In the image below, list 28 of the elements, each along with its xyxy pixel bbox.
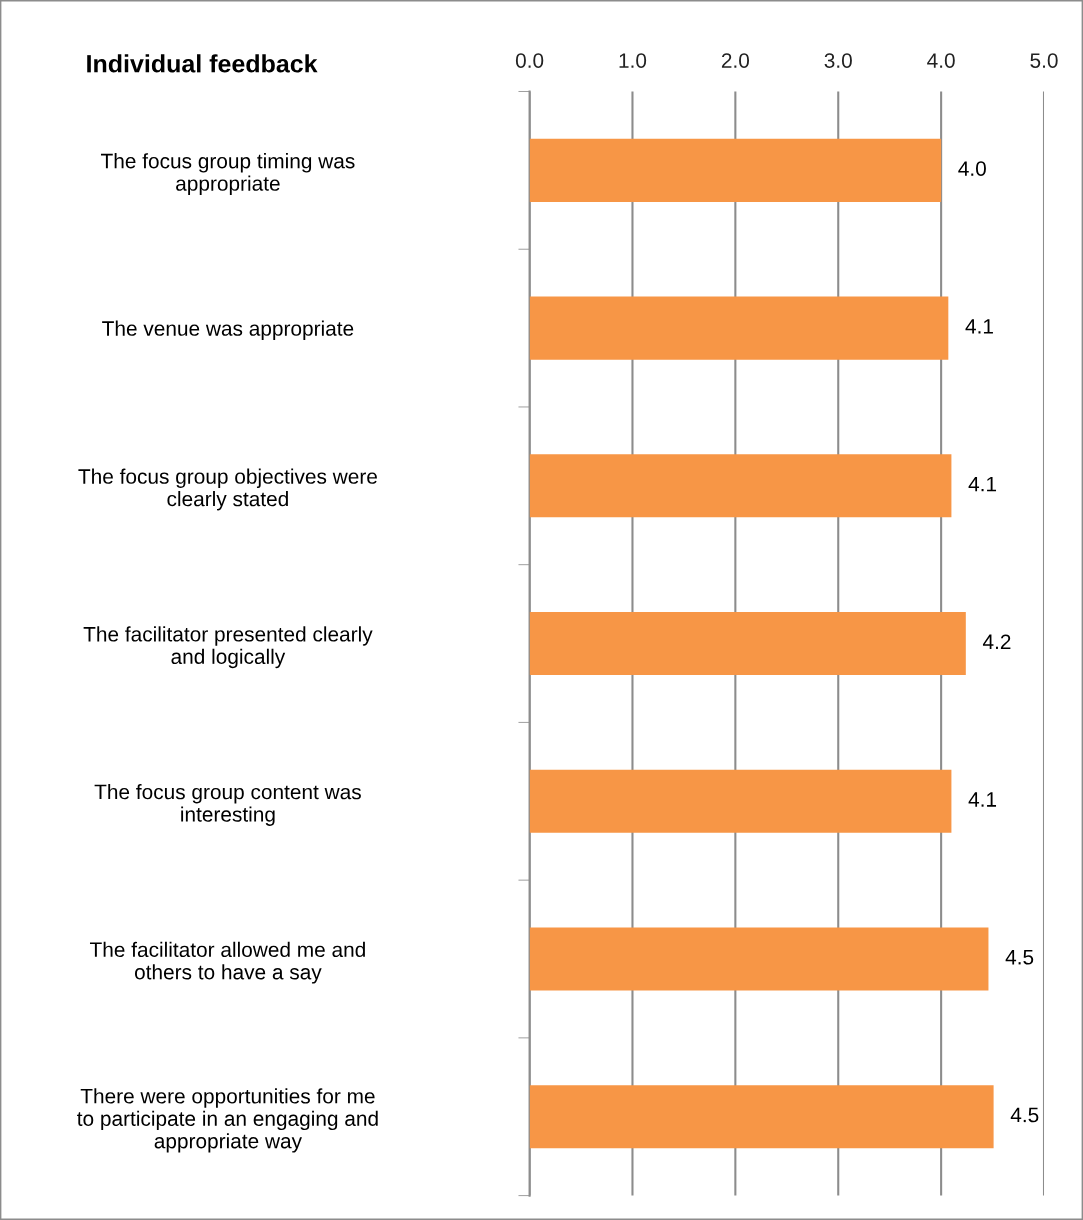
- bar: [529, 927, 989, 991]
- x-tick-label: 5.0: [1030, 53, 1058, 68]
- data-label: 4.5: [1010, 1107, 1039, 1123]
- y-tick-label: The focus group objectives were clearly stated: [78, 468, 377, 511]
- data-label: 4.1: [968, 476, 997, 492]
- bar: [529, 769, 952, 833]
- data-label: 4.1: [965, 319, 993, 334]
- y-tick-label: The facilitator allowed me and others to have a say: [89, 941, 365, 984]
- bar: [529, 296, 949, 360]
- data-label: 4.1: [968, 792, 997, 807]
- y-tick-label: The venue was appropriate: [102, 320, 354, 340]
- bar: [529, 138, 942, 202]
- x-tick-label: 4.0: [927, 53, 955, 68]
- y-tick-label: The focus group timing was appropriate: [100, 153, 355, 195]
- bar: [529, 612, 966, 676]
- y-tick-label: There were opportunities for me to participate in an engaging and appropriate way: [77, 1088, 378, 1153]
- y-tick-label: The focus group content was interesting: [94, 784, 361, 826]
- x-tick-label: 2.0: [721, 53, 750, 68]
- bar: [529, 454, 952, 518]
- data-label: 4.2: [982, 634, 1011, 649]
- x-tick-label: 1.0: [619, 53, 647, 68]
- text: Individual feedback: [87, 54, 318, 73]
- bar: [529, 1085, 994, 1149]
- data-label: 4.0: [958, 161, 986, 176]
- y-tick-label: The facilitator presented clearly and logically: [83, 626, 373, 669]
- data-label: 4.5: [1005, 950, 1034, 965]
- x-tick-label: 3.0: [824, 53, 852, 68]
- x-tick-label: 0.0: [515, 53, 544, 68]
